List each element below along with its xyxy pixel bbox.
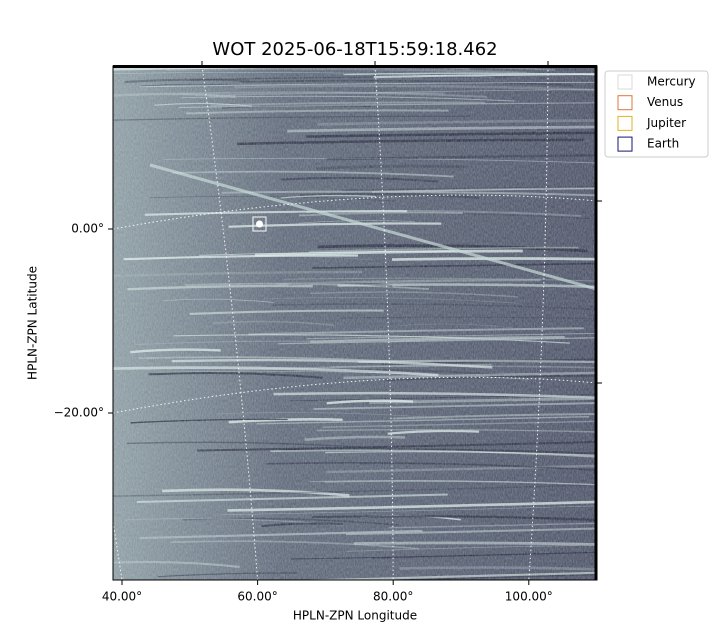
legend-marker — [617, 115, 633, 131]
grid-line — [113, 194, 597, 230]
legend-label: Earth — [647, 137, 679, 151]
legend-marker — [617, 74, 633, 90]
x-tick-label: 60.00° — [237, 590, 277, 604]
image — [113, 66, 597, 580]
grid-line — [113, 518, 123, 580]
legend-label: Venus — [647, 95, 683, 109]
mercury-body — [256, 220, 263, 228]
x-axis-label: HPLN-ZPN Longitude — [293, 609, 417, 623]
legend-marker — [617, 95, 633, 111]
x-tick-label: 40.00° — [102, 590, 142, 604]
grid-line — [374, 66, 394, 580]
legend-label: Mercury — [647, 75, 696, 89]
grid-line — [113, 376, 597, 414]
y-tick-label: −20.00° — [54, 406, 104, 420]
legend-label: Jupiter — [646, 116, 686, 130]
y-tick-label: 0.00° — [71, 222, 104, 236]
x-tick-label: 100.00° — [505, 590, 553, 604]
grid-line — [528, 66, 549, 580]
x-tick-label: 80.00° — [373, 590, 413, 604]
chart-title: WOT 2025-06-18T15:59:18.462 — [212, 39, 497, 60]
legend: Mercury Venus Jupiter Earth — [604, 70, 709, 158]
y-axis-label: HPLN-ZPN Latitude — [26, 266, 40, 380]
mercury-marker — [252, 216, 267, 232]
legend-marker — [617, 136, 633, 152]
